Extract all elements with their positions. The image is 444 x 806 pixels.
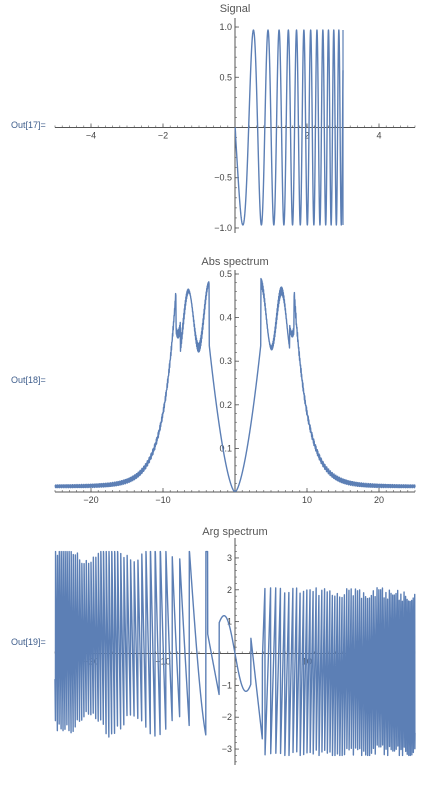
- output-cell-17: Out[17]= Signal −4 −2 2 4 −1.0 −0.5 0.5 1.0: [0, 0, 444, 250]
- y-tick-label: 0.2: [219, 400, 232, 410]
- chart-title: Signal: [220, 3, 251, 15]
- y-tick-label: −1.0: [214, 223, 232, 233]
- output-label-17: Out[17]=: [11, 120, 46, 130]
- chart-title: Abs spectrum: [201, 256, 268, 268]
- y-tick-label: −1: [222, 680, 232, 690]
- x-tick-label: −20: [83, 495, 98, 505]
- y-tick-label: −0.5: [214, 173, 232, 183]
- signal-series-line: [234, 29, 344, 226]
- y-tick-label: 0.4: [219, 313, 232, 323]
- output-label-19: Out[19]=: [11, 637, 46, 647]
- arg-spectrum-series-line: [54, 550, 416, 757]
- x-tick-label: 4: [376, 131, 381, 141]
- y-tick-label: 0.3: [219, 356, 232, 366]
- chart-title: Arg spectrum: [202, 526, 267, 538]
- y-tick-label: 2: [227, 585, 232, 595]
- output-label-18: Out[18]=: [11, 375, 46, 385]
- abs-spectrum-chart: Abs spectrum −20 −10 10 20 0.1 0.2 0.3 0.4 0.5: [54, 256, 416, 505]
- x-tick-label: −2: [158, 131, 168, 141]
- signal-chart: Signal −4 −2 2 4 −1.0 −0.5 0.5 1.0: [54, 3, 416, 233]
- x-tick-label: −4: [86, 131, 96, 141]
- y-tick-label: 0.1: [219, 443, 232, 453]
- abs-spectrum-series-line: [54, 277, 416, 492]
- output-cell-19: Out[19]= Arg spectrum −20 −10 10 20 −3 −2 −1 1 2 3: [0, 510, 444, 801]
- y-tick-label: 1: [227, 617, 232, 627]
- y-tick-label: −3: [222, 744, 232, 754]
- output-cell-18: Out[18]= Abs spectrum −20 −10 10 20 0.1 0.2 0.3…: [0, 250, 444, 510]
- y-tick-label: 0.5: [219, 72, 232, 82]
- x-tick-label: 10: [302, 495, 312, 505]
- x-tick-label: 20: [374, 495, 384, 505]
- x-tick-label: 2: [304, 131, 309, 141]
- y-tick-label: 1.0: [219, 22, 232, 32]
- y-tick-label: 3: [227, 553, 232, 563]
- y-tick-label: 0.5: [219, 269, 232, 279]
- y-tick-label: −2: [222, 712, 232, 722]
- x-tick-label: −10: [155, 495, 170, 505]
